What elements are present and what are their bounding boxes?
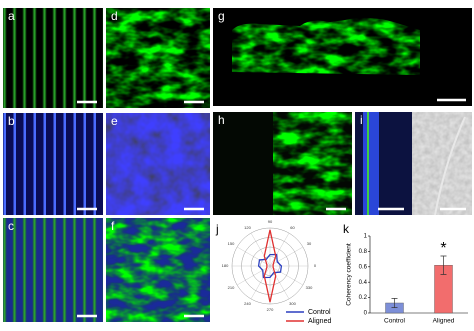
panel-label: h [218, 113, 225, 127]
grid-spoke [269, 246, 304, 267]
polar-line [257, 253, 283, 279]
image-layer [412, 112, 472, 215]
y-tick-label: 0 [364, 311, 368, 317]
fiber [434, 116, 466, 216]
image-layer [106, 113, 210, 215]
y-tick-label: 0.2 [359, 295, 368, 301]
theta-tick-label: 60 [290, 225, 295, 230]
y-tick-label: 0.6 [359, 264, 368, 270]
sample-region [232, 17, 420, 75]
grid-spoke [269, 265, 304, 286]
y-tick-label: 0.8 [359, 249, 368, 255]
theta-tick-label: 180 [222, 263, 229, 268]
image-layer [106, 8, 210, 108]
grid-spoke [269, 232, 290, 267]
theta-tick-label: 150 [228, 241, 235, 246]
panel-label: j [215, 222, 219, 236]
image-layer [232, 17, 420, 75]
theta-tick-label: 300 [289, 301, 296, 306]
theta-tick-label: 330 [306, 285, 313, 290]
panel-label: c [8, 219, 14, 233]
theta-tick-label: 240 [244, 301, 251, 306]
error-bar [391, 298, 398, 308]
theta-tick-label: 210 [228, 285, 235, 290]
y-tick-label: 1 [364, 234, 368, 240]
significance-marker: * [440, 240, 446, 257]
theta-tick-label: 270 [267, 307, 274, 312]
image-layer [3, 8, 103, 108]
panel-label: e [111, 114, 118, 128]
image-layer [273, 112, 352, 215]
error-bar [440, 255, 447, 275]
panel-label: f [111, 219, 115, 233]
grid-spoke [250, 232, 271, 267]
theta-tick-label: 90 [268, 219, 273, 224]
theta-tick-label: 120 [244, 225, 251, 230]
y-axis-title: Coherency coefficient [346, 243, 353, 306]
grid-spoke [236, 246, 271, 267]
legend-label: Control [308, 309, 331, 316]
panel-label: i [360, 113, 363, 127]
grid-spoke [250, 265, 271, 300]
polar-line [263, 229, 277, 303]
image-layer [106, 218, 210, 322]
legend-label: Aligned [308, 318, 331, 325]
panel-label: d [111, 9, 118, 23]
theta-tick-label: 0 [314, 263, 317, 268]
theta-tick-label: 30 [307, 241, 312, 246]
y-tick-label: 0.4 [359, 280, 368, 286]
image-layer [367, 112, 369, 215]
x-tick-label: Control [384, 318, 406, 325]
panel-label: k [343, 222, 350, 236]
x-tick-label: Aligned [433, 318, 455, 325]
panel-label: a [8, 9, 15, 23]
image-layer [3, 113, 103, 215]
panel-label: g [218, 9, 225, 23]
panel-label: b [8, 114, 15, 128]
grid-spoke [236, 265, 271, 286]
image-layer [363, 112, 379, 215]
grid-spoke [269, 265, 290, 300]
image-layer [3, 218, 103, 322]
